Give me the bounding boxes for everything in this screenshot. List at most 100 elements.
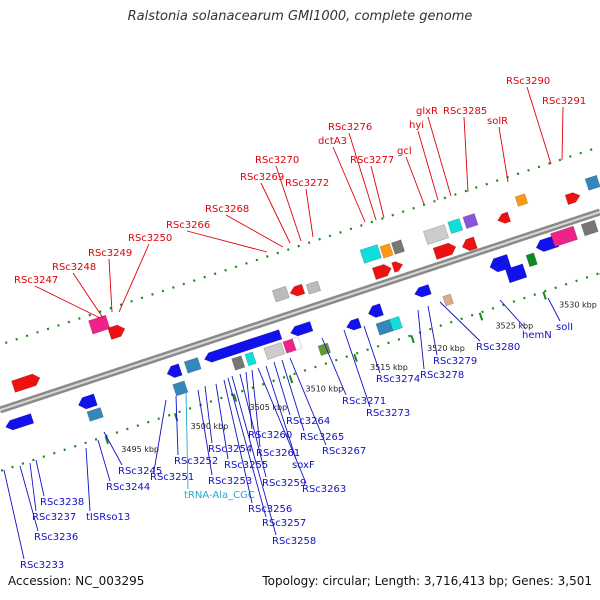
- gene-label-forward: hyi: [409, 120, 424, 131]
- reverse-gene: [244, 351, 257, 367]
- forward-gene: [379, 243, 394, 259]
- gene-label-reverse: RSc3264: [286, 416, 330, 427]
- gene-label-forward: dctA3: [318, 136, 347, 147]
- forward-gene: [432, 242, 457, 260]
- gene-leader-line: [225, 214, 284, 248]
- gene-leader-line: [251, 369, 261, 448]
- gene-label-reverse: tISRso13: [86, 512, 130, 523]
- gene-label-forward: RSc3270: [255, 155, 299, 166]
- gene-label-forward: glxR: [416, 106, 438, 117]
- gene-label-reverse: RSc3261: [256, 448, 300, 459]
- gene-label-reverse: RSc3256: [248, 504, 292, 515]
- scale-tick-label: 3500 kbp: [191, 422, 229, 431]
- reverse-gene: [292, 336, 303, 351]
- gene-leader-line: [197, 389, 213, 476]
- gene-label-forward: RSc3290: [506, 76, 550, 87]
- reverse-gene: [78, 393, 98, 410]
- gene-label-reverse: RSc3280: [476, 342, 520, 353]
- gene-leader-line: [97, 439, 111, 482]
- gene-label-reverse: RSc3257: [262, 518, 306, 529]
- gene-leader-line: [498, 126, 509, 183]
- gene-leader-line: [72, 272, 104, 319]
- scale-tick-label: 3520 kbp: [427, 344, 465, 353]
- gene-label-forward: gcl: [397, 146, 412, 157]
- gene-leader-line: [239, 373, 267, 478]
- gene-label-forward: RSc3269: [240, 172, 284, 183]
- reverse-gene: [346, 317, 362, 331]
- gene-leader-line: [321, 337, 347, 396]
- reverse-gene: [166, 363, 183, 378]
- reverse-gene: [86, 407, 104, 422]
- forward-gene: [11, 373, 41, 393]
- gene-label-reverse: RSc3278: [420, 370, 464, 381]
- reverse-gene: [525, 252, 538, 268]
- scale-tick: [288, 375, 294, 384]
- gene-leader-line: [332, 146, 366, 223]
- reverse-gene: [183, 357, 202, 374]
- reverse-gene: [290, 321, 314, 337]
- gene-leader-line: [526, 86, 552, 165]
- gene-label-reverse: RSc3258: [272, 536, 316, 547]
- reverse-gene: [172, 380, 189, 397]
- forward-gene: [584, 174, 600, 191]
- gene-leader-line: [343, 329, 371, 408]
- gene-label-forward: RSc3272: [285, 178, 329, 189]
- gene-leader-line: [260, 182, 291, 244]
- gene-leader-line: [439, 301, 481, 342]
- scale-tick-label: 3530 kbp: [559, 301, 597, 310]
- gene-label-forward: RSc3276: [328, 122, 372, 133]
- reverse-gene: [367, 303, 384, 318]
- gene-label-rna: tRNA-Ala_CGC: [184, 490, 255, 501]
- gene-leader-line: [257, 367, 307, 484]
- gene-label-reverse: RSc3259: [262, 478, 306, 489]
- gene-leader-line: [185, 391, 189, 490]
- forward-gene: [422, 224, 449, 246]
- forward-gene: [497, 211, 512, 224]
- gene-leader-line: [103, 431, 123, 466]
- gene-leader-line: [153, 399, 167, 472]
- reverse-gene: [550, 225, 579, 248]
- forward-gene: [447, 218, 464, 235]
- gene-label-reverse: RSc3252: [174, 456, 218, 467]
- gene-leader-line: [305, 188, 314, 238]
- gene-leader-line: [245, 371, 253, 430]
- gene-label-reverse: hemN: [522, 330, 552, 341]
- map-title: Ralstonia solanacearum GMI1000, complete…: [127, 9, 473, 24]
- scale-tick: [104, 435, 109, 445]
- gene-leader-line: [231, 375, 277, 536]
- gene-label-reverse: RSc3254: [208, 444, 252, 455]
- gene-label-forward: RSc3247: [14, 275, 58, 286]
- gene-label-reverse: RSc3265: [300, 432, 344, 443]
- gene-label-reverse: RSc3233: [20, 560, 64, 571]
- reverse-gene: [489, 253, 512, 273]
- scale-tick-label: 3525 kbp: [495, 322, 533, 331]
- gene-label-forward: RSc3285: [443, 106, 487, 117]
- gene-leader-line: [547, 297, 561, 322]
- topology-text: Topology: circular; Length: 3,716,413 bp…: [262, 574, 592, 588]
- gene-label-reverse: RSc3237: [32, 512, 76, 523]
- gene-leader-line: [223, 379, 253, 504]
- forward-gene: [462, 213, 479, 229]
- reverse-gene: [282, 338, 297, 354]
- gene-label-reverse: RSc3271: [342, 396, 386, 407]
- gene-label-reverse: RSc3263: [302, 484, 346, 495]
- gene-leader-line: [417, 309, 425, 370]
- gene-leader-line: [186, 230, 268, 253]
- gene-leader-line: [281, 359, 305, 432]
- gene-label-reverse: RSc3279: [433, 356, 477, 367]
- gene-label-reverse: RSc3238: [40, 497, 84, 508]
- gene-label-reverse: RSc3255: [224, 460, 268, 471]
- gene-leader-line: [417, 130, 439, 201]
- gene-leader-line: [427, 116, 452, 197]
- gene-leader-line: [561, 106, 564, 161]
- gene-leader-line: [85, 447, 91, 512]
- scale-tick-label: 3495 kbp: [121, 445, 159, 454]
- forward-gene: [359, 244, 382, 264]
- gene-label-forward: solR: [487, 116, 508, 127]
- gene-label-reverse: RSc3245: [118, 466, 162, 477]
- gene-label-forward: RSc3249: [88, 248, 132, 259]
- gene-label-forward: RSc3277: [350, 155, 394, 166]
- forward-gene: [390, 239, 405, 255]
- gene-label-reverse: soxF: [292, 460, 315, 471]
